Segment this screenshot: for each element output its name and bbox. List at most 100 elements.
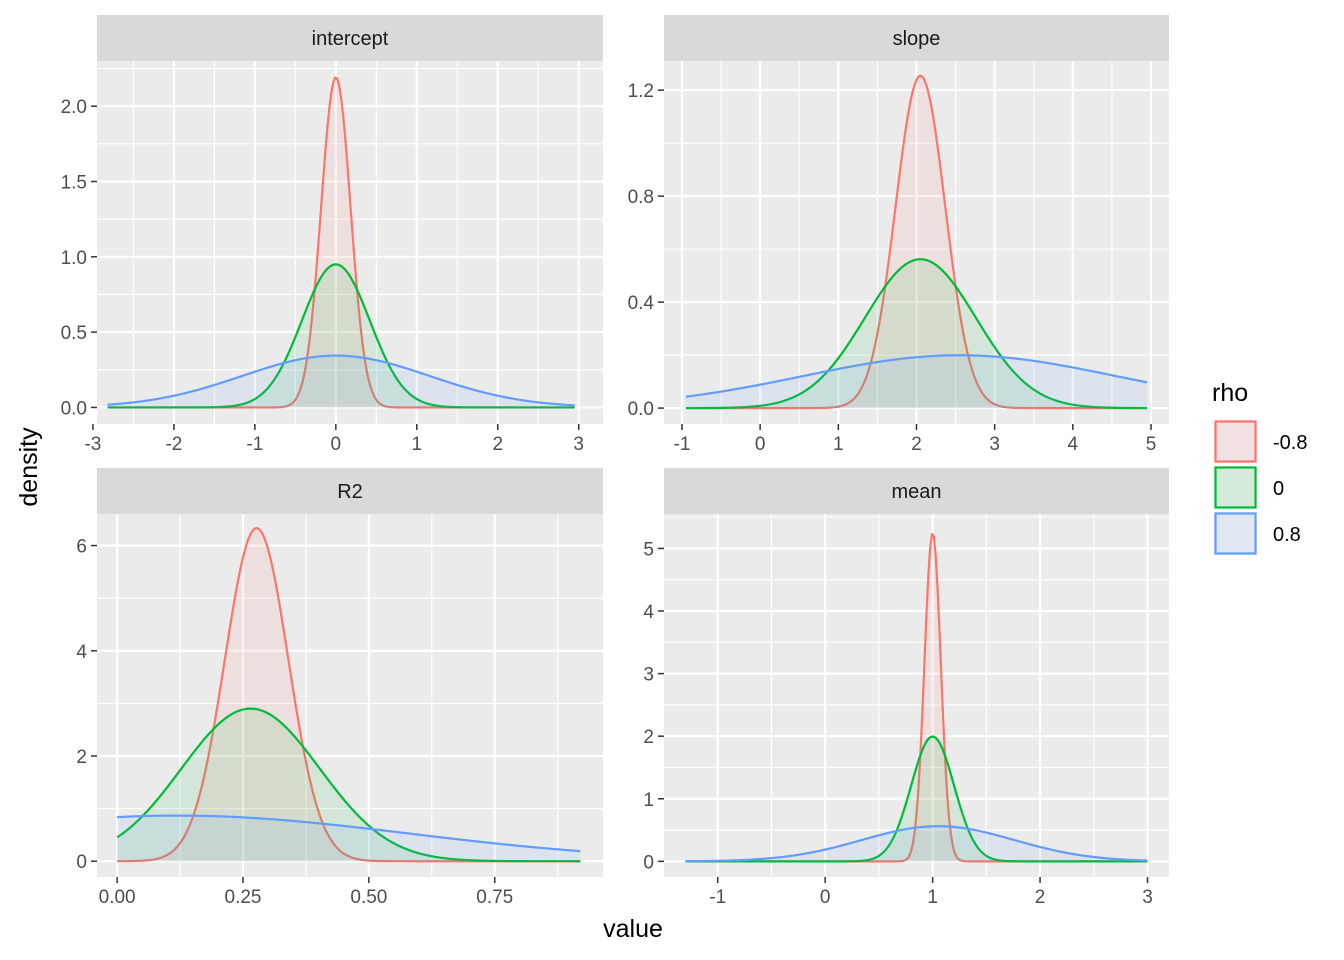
series-group-r2 <box>116 527 581 863</box>
legend-key-background <box>1214 420 1257 463</box>
legend-item-rho-0: 0 <box>1214 466 1284 509</box>
density-line-intercept-rho-0 <box>107 263 575 409</box>
x-tick-label-slope: 5 <box>1146 434 1157 455</box>
density-area-intercept-rho-0-8 <box>107 355 575 408</box>
strip-slope <box>664 15 1169 61</box>
density-area-r2-rho-0 <box>117 708 581 862</box>
x-tick-label-slope: 0 <box>755 434 766 455</box>
legend-key-swatch <box>1214 466 1257 509</box>
panel-background-intercept <box>97 61 603 424</box>
y-tick-label-mean: 2 <box>643 727 654 748</box>
strip-r2 <box>97 468 603 514</box>
strip-label-intercept: intercept <box>312 28 389 50</box>
series-group-intercept <box>107 76 575 409</box>
facet-panels: intercept -3 -2 -1 0 1 2 3 0.0 0.5 1.0 1.5 2.0 slope -… <box>61 15 1169 908</box>
x-tick-label-intercept: 2 <box>492 434 503 455</box>
y-tick-label-intercept: 1.5 <box>61 172 87 193</box>
density-area-mean-rho-0 <box>685 736 1148 862</box>
density-line-mean-rho-0 <box>685 735 1148 863</box>
x-tick-label-intercept: -2 <box>165 434 182 455</box>
grid-slope <box>664 61 1169 424</box>
y-tick-label-r2: 0 <box>76 852 87 873</box>
y-tick-label-slope: 1.2 <box>628 81 654 102</box>
x-tick-label-intercept: -1 <box>246 434 263 455</box>
strip-label-slope: slope <box>893 28 941 50</box>
y-tick-label-intercept: 1.0 <box>61 248 87 269</box>
density-line-r2-rho-0-8 <box>117 814 581 853</box>
density-area-intercept-rho-0 <box>107 264 575 408</box>
x-tick-label-intercept: -3 <box>84 434 101 455</box>
x-axis-title: value <box>603 915 663 943</box>
y-tick-label-mean: 4 <box>643 602 654 623</box>
x-tick-label-intercept: 0 <box>331 434 342 455</box>
density-line-mean-rho-0-8 <box>685 825 1148 863</box>
y-tick-label-mean: 3 <box>643 665 654 686</box>
legend-items: -0.8 0 0.8 <box>1214 420 1307 555</box>
legend: rho -0.8 0 0.8 <box>1212 379 1307 555</box>
y-tick-label-r2: 4 <box>76 642 87 663</box>
density-area-r2-rho-0-8 <box>117 815 581 862</box>
grid-intercept <box>97 61 603 424</box>
panel-slope: slope -1 0 1 2 3 4 5 0.0 0.4 0.8 1.2 <box>628 15 1169 455</box>
x-tick-label-slope: -1 <box>674 434 691 455</box>
strip-label-mean: mean <box>891 481 941 503</box>
x-tick-label-slope: 2 <box>911 434 922 455</box>
y-tick-label-mean: 1 <box>643 790 654 811</box>
legend-label: 0.8 <box>1273 524 1301 546</box>
legend-label: 0 <box>1273 478 1284 500</box>
x-tick-label-slope: 3 <box>989 434 1000 455</box>
legend-key-swatch <box>1214 420 1257 463</box>
x-tick-label-r2: 0.50 <box>350 887 387 908</box>
y-tick-label-intercept: 0.0 <box>61 398 87 419</box>
legend-title: rho <box>1212 379 1248 407</box>
x-tick-label-r2: 0.00 <box>99 887 136 908</box>
x-tick-label-mean: 3 <box>1142 887 1153 908</box>
y-tick-label-slope: 0.8 <box>628 187 654 208</box>
legend-label: -0.8 <box>1273 432 1307 454</box>
density-line-slope-rho-0-8 <box>685 74 1148 410</box>
y-tick-label-intercept: 2.0 <box>61 97 87 118</box>
strip-intercept <box>97 15 603 61</box>
y-tick-label-intercept: 0.5 <box>61 323 87 344</box>
panel-intercept: intercept -3 -2 -1 0 1 2 3 0.0 0.5 1.0 1.5 2.0 <box>61 15 603 455</box>
density-area-slope-rho-0-8 <box>685 75 1148 409</box>
x-tick-label-mean: 2 <box>1035 887 1046 908</box>
x-tick-label-mean: 0 <box>820 887 831 908</box>
series-group-slope <box>685 74 1148 410</box>
density-line-intercept-rho-0-8 <box>107 354 575 407</box>
x-tick-label-slope: 1 <box>833 434 844 455</box>
y-tick-label-slope: 0.4 <box>628 293 655 314</box>
legend-key-background <box>1214 512 1257 555</box>
density-area-intercept-rho-0-8 <box>107 77 575 408</box>
y-axis-title: density <box>15 427 43 507</box>
x-tick-label-r2: 0.25 <box>225 887 262 908</box>
legend-key-background <box>1214 466 1257 509</box>
y-tick-label-mean: 5 <box>643 539 654 560</box>
y-tick-label-mean: 0 <box>643 852 654 873</box>
density-area-slope-rho-0 <box>685 259 1148 409</box>
density-line-r2-rho-0 <box>116 707 581 863</box>
density-area-slope-rho-0-8 <box>685 355 1148 409</box>
y-tick-label-r2: 6 <box>76 537 87 558</box>
x-tick-label-slope: 4 <box>1068 434 1079 455</box>
x-tick-label-intercept: 3 <box>573 434 584 455</box>
panel-mean: mean -1 0 1 2 3 0 1 2 3 4 5 <box>643 468 1169 908</box>
density-line-slope-rho-0 <box>685 258 1148 410</box>
density-line-slope-rho-0-8 <box>685 354 1148 398</box>
panel-r2: R2 0.00 0.25 0.50 0.75 0 2 4 6 <box>76 468 603 908</box>
series-group-mean <box>685 532 1148 863</box>
density-area-mean-rho-0-8 <box>685 826 1148 862</box>
y-tick-label-slope: 0.0 <box>628 399 654 420</box>
x-tick-label-r2: 0.75 <box>476 887 513 908</box>
legend-item-rho-0-8: -0.8 <box>1214 420 1307 463</box>
legend-key-swatch <box>1214 512 1257 555</box>
strip-label-r2: R2 <box>337 481 363 503</box>
legend-item-rho-0-8: 0.8 <box>1214 512 1301 555</box>
x-tick-label-mean: -1 <box>709 887 726 908</box>
y-tick-label-r2: 2 <box>76 747 87 768</box>
x-tick-label-mean: 1 <box>927 887 938 908</box>
x-tick-label-intercept: 1 <box>412 434 423 455</box>
grid-mean <box>664 514 1169 877</box>
strip-mean <box>664 468 1169 514</box>
